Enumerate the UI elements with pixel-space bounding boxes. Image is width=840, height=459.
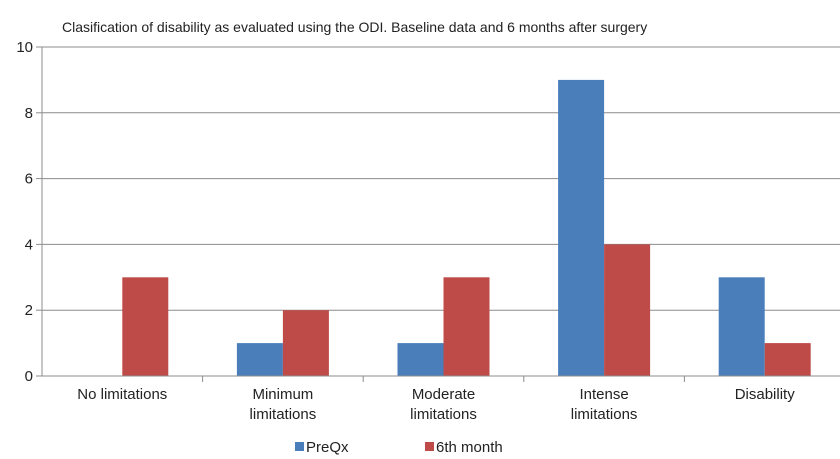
x-tick-label: Moderate — [412, 386, 475, 403]
y-tick-label: 10 — [16, 39, 33, 56]
legend-label: PreQx — [306, 439, 349, 456]
chart-title: Clasification of disability as evaluated… — [62, 19, 647, 35]
bars — [122, 79, 811, 377]
bar-6th-month — [122, 277, 169, 376]
x-tick-label: No limitations — [77, 386, 167, 403]
x-tick-label: limitations — [410, 406, 477, 423]
y-tick-label: 4 — [25, 236, 33, 253]
bar-preqx — [558, 79, 605, 377]
bar-6th-month — [282, 310, 329, 376]
axis-labels: 0 2 4 6 8 10 No limitations Minimum limitations M… — [16, 39, 795, 423]
x-tick-label: Intense — [579, 386, 628, 403]
x-tick-label: limitations — [571, 406, 638, 423]
x-tick-label: limitations — [250, 406, 317, 423]
bar-preqx — [236, 343, 283, 376]
x-tick-label: Minimum — [252, 386, 313, 403]
bar-preqx — [397, 343, 444, 376]
legend: PreQx 6th month — [295, 439, 503, 456]
x-tick-label: Disability — [735, 386, 796, 403]
legend-swatch — [425, 442, 434, 451]
bar-6th-month — [764, 343, 811, 376]
y-tick-label: 2 — [25, 302, 33, 319]
axes — [36, 46, 840, 382]
legend-swatch — [295, 442, 304, 451]
bar-preqx — [718, 277, 765, 376]
bar-6th-month — [604, 244, 651, 376]
legend-label: 6th month — [436, 439, 503, 456]
y-tick-label: 8 — [25, 105, 33, 122]
y-tick-label: 0 — [25, 368, 33, 385]
y-tick-label: 6 — [25, 171, 33, 188]
bar-6th-month — [443, 277, 490, 376]
